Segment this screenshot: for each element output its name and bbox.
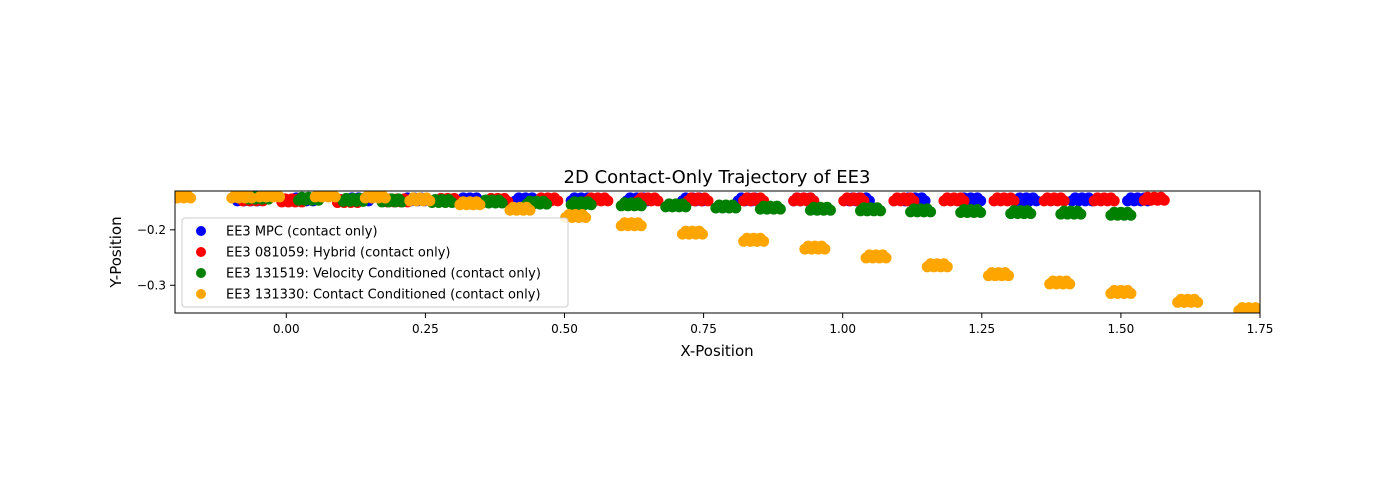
- legend-marker: [196, 289, 206, 299]
- data-point: [888, 192, 920, 207]
- legend-label: EE3 081059: Hybrid (contact only): [226, 246, 450, 261]
- data-point: [938, 192, 970, 207]
- data-point: [521, 195, 553, 210]
- data-point: [226, 191, 258, 204]
- data-point: [1038, 192, 1070, 207]
- data-point: [788, 192, 820, 207]
- data-point: [754, 200, 786, 215]
- data-point: [1088, 192, 1120, 207]
- data-point: [982, 267, 1015, 282]
- data-point: [1105, 206, 1137, 221]
- x-axis-ticks: 0.00 0.25 0.50 0.75 1.00 1.25 1.50 1.75: [273, 313, 1273, 336]
- data-point: [404, 192, 436, 207]
- data-point: [1233, 302, 1260, 313]
- chart-title: 2D Contact-Only Trajectory of EE3: [564, 167, 871, 188]
- data-point: [615, 217, 647, 232]
- x-tick-label: 1.50: [1108, 322, 1135, 336]
- legend-label: EE3 131330: Contact Conditioned (contact…: [226, 288, 541, 303]
- data-point: [175, 191, 197, 204]
- x-tick-label: 1.00: [829, 322, 856, 336]
- data-point: [1005, 205, 1037, 220]
- data-point: [860, 249, 892, 264]
- data-point: [905, 203, 937, 218]
- legend-entry: EE3 131519: Velocity Conditioned (contac…: [196, 267, 541, 282]
- legend-entry: EE3 MPC (contact only): [196, 225, 378, 240]
- y-axis-ticks: −0.2 −0.3: [137, 223, 175, 292]
- data-point: [254, 191, 286, 203]
- legend-entry: EE3 131330: Contact Conditioned (contact…: [196, 288, 541, 303]
- data-point: [1055, 205, 1087, 220]
- legend-entry: EE3 081059: Hybrid (contact only): [196, 246, 450, 261]
- data-point: [309, 191, 341, 203]
- data-point: [738, 192, 770, 207]
- plot-frame: [174, 190, 1261, 314]
- data-point: [504, 201, 536, 216]
- data-point: [1172, 293, 1204, 308]
- data-point: [1044, 275, 1076, 290]
- data-point: [565, 196, 597, 211]
- plot-points: [175, 191, 1260, 313]
- data-point: [710, 199, 742, 214]
- legend-label: EE3 131519: Velocity Conditioned (contac…: [226, 267, 541, 282]
- data-point: [804, 201, 836, 216]
- data-point: [1105, 284, 1137, 299]
- data-point: [359, 191, 391, 204]
- data-point: [676, 225, 708, 240]
- data-point: [454, 196, 486, 211]
- data-point: [854, 202, 887, 217]
- legend-frame: [181, 217, 569, 308]
- data-point: [921, 258, 953, 273]
- y-tick-label: −0.3: [137, 278, 166, 292]
- x-tick-label: 0.75: [690, 322, 717, 336]
- data-point: [988, 192, 1020, 207]
- data-point: [799, 240, 831, 255]
- x-tick-label: 0.50: [551, 322, 578, 336]
- y-axis-title: Y-Position: [107, 216, 125, 288]
- x-tick-label: 1.25: [968, 322, 995, 336]
- x-tick-label: 0.00: [273, 322, 300, 336]
- data-point: [426, 193, 458, 208]
- legend-marker: [196, 247, 206, 257]
- data-point: [1138, 191, 1170, 206]
- legend-marker: [196, 226, 206, 236]
- x-tick-label: 1.75: [1247, 322, 1274, 336]
- y-tick-label: −0.2: [137, 223, 166, 237]
- legend: EE3 MPC (contact only) EE3 081059: Hybrid…: [181, 217, 569, 308]
- data-point: [738, 232, 770, 247]
- data-point: [660, 198, 692, 213]
- legend-marker: [196, 268, 206, 278]
- data-point: [955, 203, 987, 218]
- data-point: [615, 197, 647, 212]
- x-axis-title: X-Position: [680, 342, 753, 360]
- x-tick-label: 0.25: [412, 322, 439, 336]
- legend-label: EE3 MPC (contact only): [226, 225, 378, 240]
